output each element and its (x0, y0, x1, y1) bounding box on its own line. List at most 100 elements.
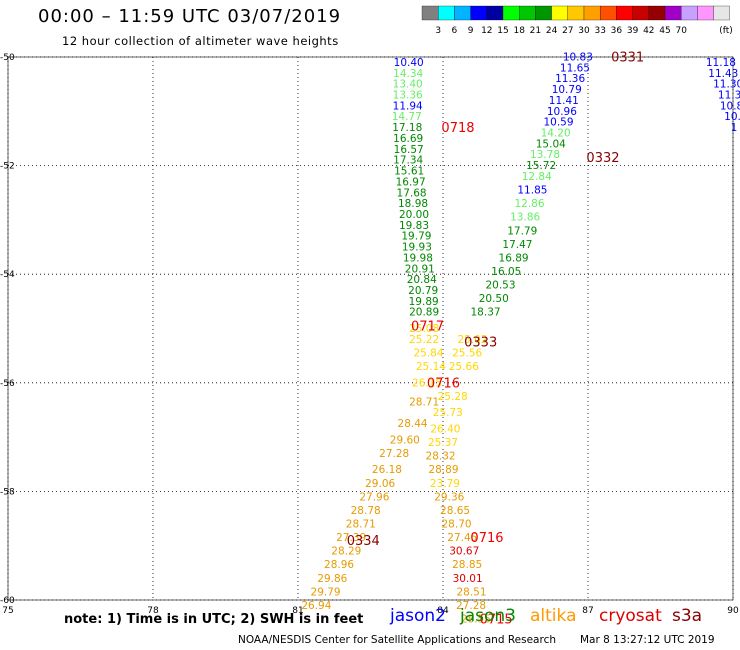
wave-height-label: 13.40 (393, 79, 423, 91)
plot-frame (7, 56, 734, 601)
wave-height-label: 25.02 (457, 334, 487, 346)
wave-height-label: 28.71 (346, 518, 376, 530)
wave-height-label: 28.65 (440, 505, 470, 517)
wave-height-label: 11.18 (706, 57, 736, 69)
wave-height-label: 16.05 (491, 266, 521, 278)
wave-height-label: 27.45 (447, 532, 477, 544)
wave-height-label: 15.61 (394, 166, 424, 178)
wave-height-label: 30.67 (449, 546, 479, 558)
pass-time-label: 0717 (411, 319, 444, 334)
wave-height-label: 12.84 (522, 171, 552, 183)
wave-height-label: 15.72 (526, 160, 556, 172)
wave-height-label: 15.04 (536, 138, 566, 150)
wave-height-label: 16.97 (396, 176, 426, 188)
color-scale-label: 3 (435, 26, 441, 36)
wave-height-label: 29.86 (317, 573, 347, 585)
wave-height-label: 30.01 (453, 573, 483, 585)
color-scale-label: 42 (643, 26, 654, 36)
pass-time-label: 0333 (464, 336, 497, 351)
wave-height-label: 25.08 (409, 323, 439, 335)
wave-height-label: 13.78 (530, 149, 560, 161)
pass-time-label: 0715 (480, 613, 513, 628)
wave-height-label: 27.28 (456, 600, 486, 612)
wave-height-label: 14.34 (393, 68, 423, 80)
wave-height-label: 27.96 (359, 491, 389, 503)
color-scale-label: 36 (611, 26, 623, 36)
wave-height-label: 20.53 (485, 280, 515, 292)
footer-credit: NOAA/NESDIS Center for Satellite Applica… (238, 634, 556, 646)
wave-height-label: 14.77 (392, 111, 422, 123)
y-tick-label: -58 (0, 487, 15, 497)
pass-time-label: 0334 (347, 534, 380, 549)
wave-height-label: 25.37 (428, 437, 458, 449)
wave-height-label: 16.69 (393, 133, 423, 145)
wave-height-label: 19.83 (399, 220, 429, 232)
wave-height-label: 20.84 (407, 274, 437, 286)
wave-height-label: 29.79 (311, 586, 341, 598)
color-scale-label: 70 (675, 26, 687, 36)
wave-height-label: 13.36 (393, 90, 423, 102)
wave-height-label: 28.29 (331, 546, 361, 558)
wave-height-label: 17.68 (397, 187, 427, 199)
wave-height-label: 11.65 (560, 62, 590, 74)
color-scale-label: 30 (578, 26, 590, 36)
pass-time-label: 0332 (586, 151, 619, 166)
wave-height-label: 26.15 (412, 377, 442, 389)
wave-height-label: 11.85 (517, 185, 547, 197)
pass-time-label: 0331 (611, 51, 644, 66)
wave-height-label: 25.56 (452, 347, 482, 359)
color-scale-label: 6 (452, 26, 458, 36)
wave-height-label: 19.79 (401, 231, 431, 243)
x-tick-label: 78 (147, 606, 159, 616)
wave-height-label: 11.43 (708, 68, 738, 80)
wave-height-label: 17.47 (502, 239, 532, 251)
footer-timestamp: Mar 8 13:27:12 UTC 2019 (580, 634, 715, 646)
wave-height-label: 20.50 (479, 293, 509, 305)
wave-height-label: 25.73 (433, 407, 463, 419)
footnote: note: 1) Time is in UTC; 2) SWH is in fe… (64, 612, 364, 627)
wave-height-label: 25.66 (449, 361, 479, 373)
legend-s3a: s3a (672, 606, 703, 626)
wave-height-label: 28.71 (409, 396, 439, 408)
wave-height-label: 26.18 (372, 464, 402, 476)
wave-height-label: 19.89 (409, 296, 439, 308)
legend-jason2: jason2 (390, 606, 446, 626)
pass-time-label: 0716 (470, 531, 503, 546)
color-scale-label: 45 (659, 26, 670, 36)
wave-height-label: 10.79 (552, 84, 582, 96)
color-scale-label: 27 (562, 26, 573, 36)
y-tick-label: -54 (0, 270, 15, 280)
wave-height-label: 18.98 (398, 198, 428, 210)
wave-height-label: 28.89 (428, 464, 458, 476)
color-scale-label: 15 (497, 26, 508, 36)
wave-height-label: 28.44 (398, 418, 428, 430)
wave-height-label: 11.30 (713, 79, 740, 91)
wave-height-label: 20.91 (405, 263, 435, 275)
wave-height-label: 29.06 (365, 478, 395, 490)
y-tick-label: -56 (0, 379, 15, 389)
x-tick-label: 84 (437, 606, 449, 616)
color-scale-unit: (ft) (719, 26, 733, 36)
y-tick-label: -52 (0, 162, 15, 172)
wave-height-label: 18.37 (471, 307, 501, 319)
wave-height-label: 20.89 (409, 307, 439, 319)
wave-height-label: 29.60 (390, 434, 420, 446)
wave-height-label: 10.83 (563, 52, 593, 64)
wave-height-label: 19.98 (403, 252, 433, 264)
wave-height-label: 28.32 (426, 451, 456, 463)
wave-height-label: 19.93 (402, 242, 432, 254)
legend-altika: altika (530, 606, 577, 626)
color-scale-swatch (713, 5, 730, 21)
wave-height-label: 28.51 (456, 586, 486, 598)
wave-height-label: 26.40 (430, 423, 460, 435)
wave-height-label: 25.22 (409, 334, 439, 346)
wave-height-label: 27.28 (379, 448, 409, 460)
wave-height-label: 17.34 (393, 155, 423, 167)
wave-height-label: 10. (724, 111, 740, 123)
wave-height-label: 23.79 (430, 478, 460, 490)
wave-height-label: 11.3 (718, 90, 740, 102)
wave-height-label: 11.94 (393, 100, 423, 112)
wave-height-label: 20.00 (399, 209, 429, 221)
legend-jason3: jason3 (460, 606, 516, 626)
wave-height-label: 28.70 (442, 518, 472, 530)
